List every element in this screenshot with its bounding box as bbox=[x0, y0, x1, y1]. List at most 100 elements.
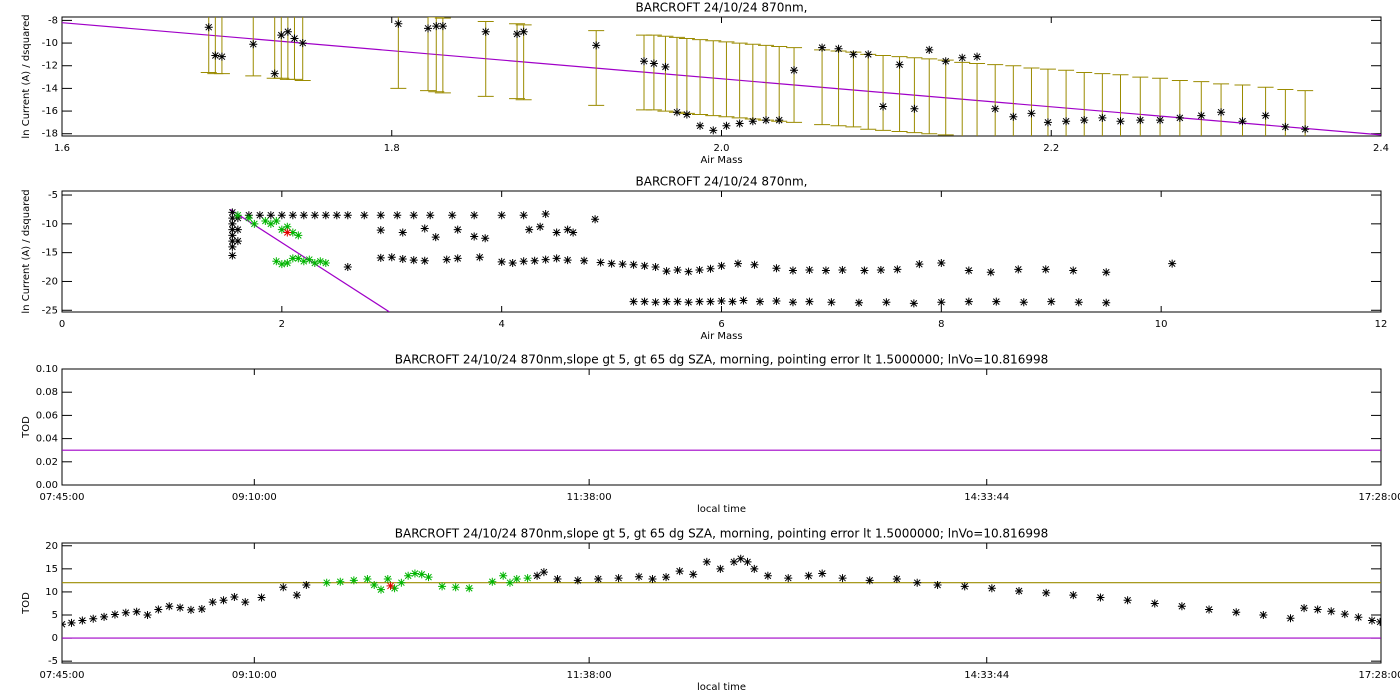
data-point bbox=[512, 575, 521, 583]
data-point bbox=[827, 298, 836, 307]
data-point bbox=[895, 60, 904, 69]
data-point bbox=[960, 582, 969, 591]
data-point bbox=[228, 237, 237, 246]
data-point bbox=[497, 257, 506, 266]
data-point bbox=[614, 574, 623, 583]
data-point bbox=[470, 232, 479, 241]
data-point bbox=[1041, 265, 1050, 274]
data-point bbox=[1286, 614, 1295, 623]
data-point bbox=[706, 297, 715, 306]
data-point bbox=[864, 50, 873, 59]
error-bar bbox=[1257, 86, 1274, 136]
data-point bbox=[717, 261, 726, 270]
data-point bbox=[649, 59, 658, 68]
data-point bbox=[1340, 610, 1349, 619]
data-point bbox=[233, 225, 242, 234]
data-point bbox=[750, 260, 759, 269]
data-point bbox=[283, 27, 292, 36]
error-bar bbox=[1132, 76, 1149, 136]
data-point bbox=[451, 583, 460, 592]
data-point bbox=[662, 297, 671, 306]
data-point bbox=[288, 254, 297, 263]
data-point bbox=[272, 216, 281, 225]
data-point bbox=[1175, 113, 1184, 122]
data-point bbox=[290, 34, 299, 43]
data-point bbox=[682, 110, 691, 119]
error-bar bbox=[1023, 67, 1040, 136]
x-tick-label: 09:10:00 bbox=[232, 670, 277, 681]
panel: BARCROFT 24/10/24 870nm,slope gt 5, gt 6… bbox=[21, 353, 1400, 516]
error-bar bbox=[969, 62, 986, 136]
data-point bbox=[675, 567, 684, 576]
x-tick-label: 11:38:00 bbox=[567, 670, 612, 681]
data-point bbox=[508, 259, 517, 268]
data-point bbox=[219, 596, 228, 605]
data-point bbox=[673, 297, 682, 306]
data-point bbox=[573, 576, 582, 585]
plot-frame bbox=[61, 368, 1382, 486]
data-point bbox=[865, 576, 874, 585]
data-point bbox=[299, 211, 308, 220]
data-point bbox=[294, 231, 303, 240]
data-point bbox=[563, 256, 572, 265]
data-point bbox=[1217, 108, 1226, 117]
data-point bbox=[591, 215, 600, 224]
error-bar bbox=[1112, 74, 1129, 136]
data-point bbox=[519, 257, 528, 266]
data-point bbox=[1300, 604, 1309, 613]
data-point bbox=[420, 256, 429, 265]
data-point bbox=[629, 260, 638, 269]
data-point bbox=[230, 593, 239, 601]
data-point bbox=[750, 564, 759, 573]
data-point bbox=[958, 53, 967, 62]
data-point bbox=[420, 224, 429, 233]
y-tick-label: -8 bbox=[48, 15, 58, 26]
y-axis-label: ln Current (A) / dsquared bbox=[21, 14, 32, 138]
data-point bbox=[288, 211, 297, 220]
data-point bbox=[277, 211, 286, 220]
error-bar bbox=[875, 55, 892, 131]
chart-title: BARCROFT 24/10/24 870nm, bbox=[636, 1, 808, 15]
data-point bbox=[1096, 593, 1105, 602]
data-point bbox=[321, 259, 330, 268]
data-point bbox=[377, 585, 386, 594]
data-point bbox=[363, 575, 372, 583]
data-point bbox=[629, 297, 638, 306]
data-point bbox=[818, 569, 827, 578]
data-point bbox=[1259, 611, 1268, 619]
data-point bbox=[987, 584, 996, 593]
data-point bbox=[424, 573, 433, 582]
data-point bbox=[438, 582, 447, 591]
data-point bbox=[228, 231, 237, 240]
data-point bbox=[409, 211, 418, 220]
data-point bbox=[684, 267, 693, 276]
data-point bbox=[784, 574, 793, 583]
data-point bbox=[1098, 113, 1107, 122]
data-point bbox=[706, 264, 715, 273]
y-tick-label: -20 bbox=[42, 276, 58, 287]
data-point bbox=[1102, 298, 1111, 307]
data-point bbox=[563, 225, 572, 234]
x-tick-label: 6 bbox=[718, 319, 724, 330]
data-point bbox=[651, 263, 660, 272]
data-point bbox=[310, 211, 319, 220]
data-point bbox=[1376, 617, 1381, 626]
panel: BARCROFT 24/10/24 870nm, Air Mass ln Curre… bbox=[21, 175, 1387, 343]
data-point bbox=[302, 581, 311, 589]
data-point bbox=[431, 233, 440, 242]
data-point bbox=[743, 557, 752, 566]
data-point bbox=[909, 299, 918, 308]
data-point bbox=[1015, 587, 1024, 595]
data-point bbox=[266, 219, 275, 228]
data-point bbox=[394, 19, 403, 28]
data-point bbox=[673, 265, 682, 274]
data-point bbox=[481, 234, 490, 243]
data-point bbox=[1150, 599, 1159, 608]
data-point bbox=[244, 214, 253, 223]
error-bar bbox=[1094, 73, 1111, 136]
plot-area bbox=[62, 17, 1381, 136]
data-point bbox=[717, 297, 726, 306]
x-tick-label: 2.0 bbox=[714, 143, 730, 154]
error-bar bbox=[1058, 69, 1075, 136]
data-point bbox=[257, 593, 266, 602]
